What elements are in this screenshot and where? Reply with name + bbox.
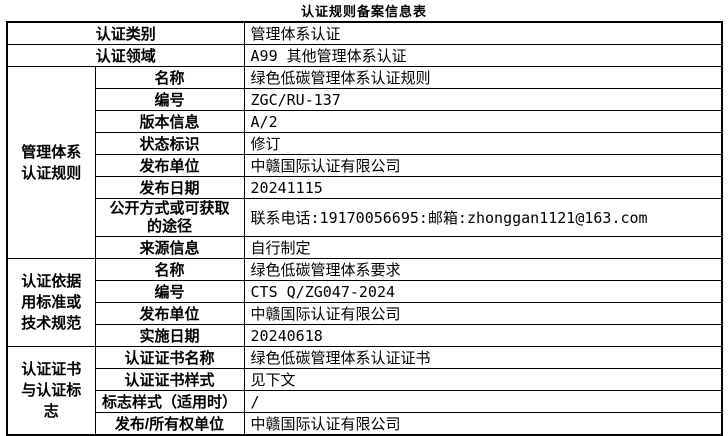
row-value-certification-field: A99 其他管理体系认证: [243, 44, 723, 67]
table-row: 认证类别 管理体系认证: [6, 21, 723, 45]
row-label-rule-number: 编号: [94, 88, 245, 111]
table-row: 发布/所有权单位 中赣国际认证有限公司: [7, 412, 723, 436]
filing-info-table: 认证类别 管理体系认证 认证领域 A99 其他管理体系认证 管理体系认证规则 名…: [6, 21, 724, 436]
row-label-publish-date: 发布日期: [94, 176, 245, 199]
section-header-standard-basis: 认证依据用标准或技术规范: [6, 258, 96, 347]
table-row: 来源信息 自行制定: [7, 236, 723, 259]
row-label-implementation-date: 实施日期: [94, 324, 245, 347]
row-value-rule-number: ZGC/RU-137: [243, 88, 723, 111]
document-title: 认证规则备案信息表: [300, 4, 427, 19]
row-label-ownership-unit: 发布/所有权单位: [94, 412, 245, 436]
row-label-standard-name: 名称: [94, 258, 245, 281]
section-header-certificate-and-mark: 认证证书与认证标志: [6, 346, 96, 436]
row-value-publish-date: 20241115: [243, 176, 723, 199]
row-value-mark-style: /: [243, 390, 723, 413]
row-value-ownership-unit: 中赣国际认证有限公司: [243, 412, 723, 436]
table-row: 实施日期 20240618: [7, 324, 723, 347]
row-label-status-mark: 状态标识: [94, 132, 245, 155]
table-row: 发布单位 中赣国际认证有限公司: [7, 302, 723, 325]
row-value-rule-name: 绿色低碳管理体系认证规则: [243, 66, 723, 89]
row-value-rule-publisher: 中赣国际认证有限公司: [243, 154, 723, 177]
row-label-access-method: 公开方式或可获取的途径: [94, 198, 245, 237]
row-label-certification-category: 认证类别: [6, 21, 245, 45]
table-row: 状态标识 修订: [7, 132, 723, 155]
table-row: 认证证书样式 见下文: [7, 368, 723, 391]
row-value-certification-category: 管理体系认证: [243, 21, 723, 45]
row-label-version-info: 版本信息: [94, 110, 245, 133]
row-value-standard-number: CTS Q/ZG047-2024: [243, 280, 723, 303]
table-row: 公开方式或可获取的途径 联系电话:19170056695:邮箱:zhonggan…: [7, 198, 723, 237]
table-row: 编号 CTS Q/ZG047-2024: [7, 280, 723, 303]
row-value-version-info: A/2: [243, 110, 723, 133]
row-label-standard-number: 编号: [94, 280, 245, 303]
row-label-rule-name: 名称: [94, 66, 245, 89]
row-label-certificate-name: 认证证书名称: [94, 346, 245, 369]
table-row: 标志样式（适用时） /: [7, 390, 723, 413]
row-value-implementation-date: 20240618: [243, 324, 723, 347]
table-row: 认证依据用标准或技术规范 名称 绿色低碳管理体系要求: [6, 258, 723, 347]
row-value-standard-name: 绿色低碳管理体系要求: [243, 258, 723, 281]
row-label-standard-publisher: 发布单位: [94, 302, 245, 325]
table-row: 认证证书与认证标志 认证证书名称 绿色低碳管理体系认证证书: [6, 346, 723, 436]
table-row: 编号 ZGC/RU-137: [7, 88, 723, 111]
row-value-certificate-style: 见下文: [243, 368, 723, 391]
row-label-certification-field: 认证领域: [6, 44, 245, 67]
section-header-certification-rule: 管理体系认证规则: [6, 66, 96, 259]
row-value-source-info: 自行制定: [243, 236, 723, 259]
table-row: 版本信息 A/2: [7, 110, 723, 133]
row-label-mark-style: 标志样式（适用时）: [94, 390, 245, 413]
row-label-rule-publisher: 发布单位: [94, 154, 245, 177]
row-value-certificate-name: 绿色低碳管理体系认证证书: [243, 346, 723, 369]
table-row: 发布日期 20241115: [7, 176, 723, 199]
table-row: 认证领域 A99 其他管理体系认证: [6, 44, 723, 67]
row-value-status-mark: 修订: [243, 132, 723, 155]
row-label-source-info: 来源信息: [94, 236, 245, 259]
row-value-standard-publisher: 中赣国际认证有限公司: [243, 302, 723, 325]
row-label-certificate-style: 认证证书样式: [94, 368, 245, 391]
table-row: 管理体系认证规则 名称 绿色低碳管理体系认证规则: [6, 66, 723, 259]
table-row: 发布单位 中赣国际认证有限公司: [7, 154, 723, 177]
row-value-access-method: 联系电话:19170056695:邮箱:zhonggan1121@163.com: [243, 198, 723, 237]
